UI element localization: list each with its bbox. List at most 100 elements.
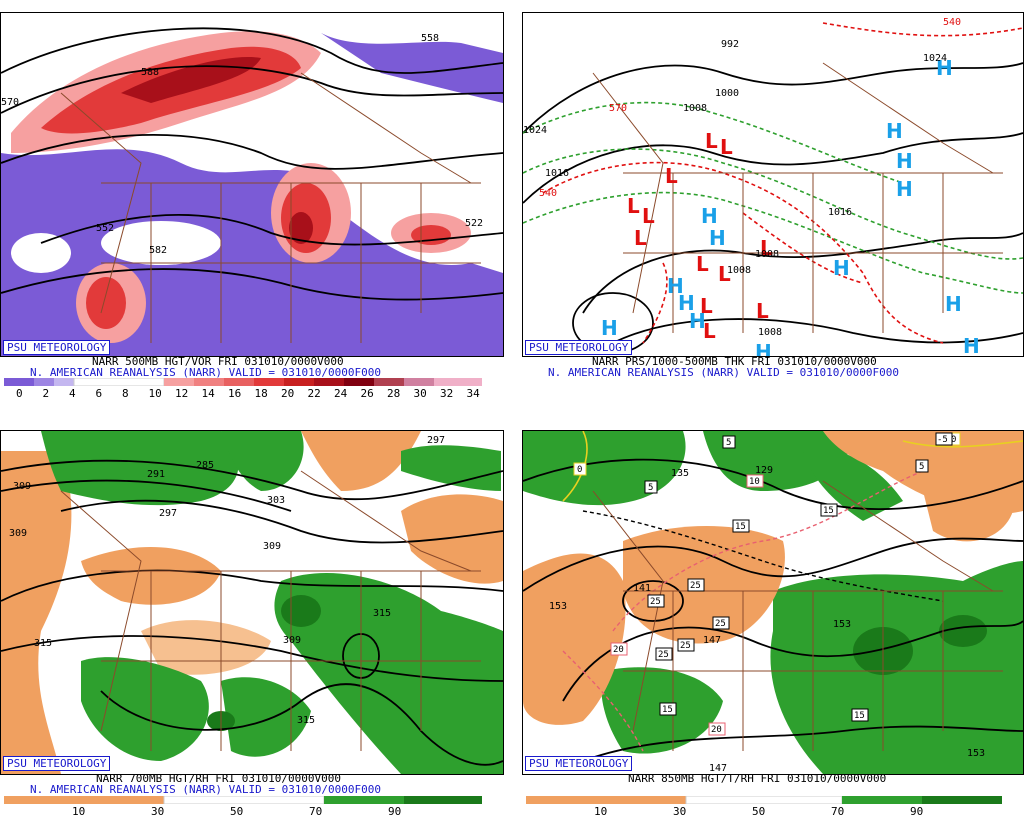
temp-label: 20	[711, 725, 722, 735]
temp-label: 0	[951, 435, 956, 445]
contour-label: 570	[1, 97, 19, 108]
colorbar-tick: 18	[254, 387, 268, 400]
panel-500mb-vorticity: 588 558 570 552 522 582 PSU METEOROLOGY	[0, 12, 504, 357]
contour-label: 297	[427, 435, 445, 446]
temp-label: 15	[854, 711, 865, 721]
colorbar-tick: 16	[228, 387, 242, 400]
colorbar-tick: 50	[752, 805, 766, 818]
temp-label: 15	[735, 522, 746, 532]
contour-label: 297	[159, 508, 177, 519]
contour-label: 570	[609, 103, 627, 114]
contour-label: 1024	[923, 53, 947, 64]
contour-label: 992	[721, 39, 739, 50]
colorbar-tick: 6	[95, 387, 103, 400]
pressure-thickness-map: H H H H H H H H H H H H H H L L L L L L …	[523, 17, 1023, 356]
temp-label: -5	[937, 435, 948, 445]
low-symbol: L	[642, 204, 655, 228]
colorbar-tick: 10	[148, 387, 162, 400]
colorbar-tick: 90	[388, 805, 402, 818]
contour-label: 1016	[828, 207, 852, 218]
contour-label: 558	[421, 33, 439, 44]
rh700-colorbar	[4, 796, 482, 804]
contour-label: 1008	[727, 265, 751, 276]
colorbar-tick: 26	[360, 387, 374, 400]
temp-label: 25	[680, 641, 691, 651]
colorbar-tick: 90	[910, 805, 924, 818]
low-symbol: L	[720, 135, 733, 159]
panel-title-line1: NARR 500MB HGT/VOR FRI 031010/0000V000	[92, 355, 344, 368]
high-symbol: H	[678, 291, 695, 315]
psu-label: PSU METEOROLOGY	[525, 340, 633, 355]
contour-label: 309	[9, 528, 27, 539]
high-symbol: H	[963, 334, 980, 356]
contour-label: 153	[833, 619, 851, 630]
colorbar-tick: 22	[307, 387, 321, 400]
low-symbol: L	[700, 294, 713, 318]
panel-700mb-rh: 297 309 291 285 297 303 309 309 315 315 …	[0, 430, 504, 775]
contour-label: 1016	[545, 168, 569, 179]
contour-label: 552	[96, 223, 114, 234]
colorbar-tick: 32	[440, 387, 454, 400]
contour-label: 309	[283, 635, 301, 646]
contour-label: 153	[967, 748, 985, 759]
panel-title-line2: N. AMERICAN REANALYSIS (NARR) VALID = 03…	[30, 366, 381, 379]
colorbar-tick: 12	[175, 387, 189, 400]
high-symbol: H	[945, 292, 962, 316]
contour-label: 315	[34, 638, 52, 649]
contour-label: 147	[709, 763, 727, 774]
temp-label: 15	[662, 705, 673, 715]
contour-label: 1008	[683, 103, 707, 114]
contour-label: 540	[943, 17, 961, 28]
colorbar-tick: 4	[69, 387, 76, 400]
panel-title-line1: NARR 850MB HGT/T/RH FRI 031010/0000V000	[628, 772, 887, 785]
t850-colorbar	[526, 796, 1002, 804]
colorbar-tick: 0	[16, 387, 23, 400]
low-symbol: L	[627, 194, 640, 218]
temp-label: 25	[715, 619, 726, 629]
colorbar-tick: 30	[151, 805, 165, 818]
colorbar-tick: 14	[201, 387, 215, 400]
low-symbol: L	[760, 236, 773, 260]
low-symbol: L	[665, 164, 678, 188]
colorbar-tick: 10	[72, 805, 86, 818]
high-symbol: H	[601, 316, 618, 340]
temp-label: 15	[823, 506, 834, 516]
vorticity-colorbar	[4, 378, 482, 386]
contour-label: 315	[373, 608, 391, 619]
panel-title-line1: NARR PRS/1000-500MB THK FRI 031010/0000V…	[592, 355, 877, 368]
colorbar-tick: 20	[281, 387, 295, 400]
high-symbol: H	[886, 119, 903, 143]
colorbar-tick: 70	[309, 805, 323, 818]
colorbar-tick: 8	[122, 387, 129, 400]
panel-850mb-temp-rh: 135 129 153 141 147 153 147 153 5 0 5 10…	[522, 430, 1024, 775]
low-symbol: L	[703, 319, 716, 343]
vorticity-map: 588 558 570 552 522 582	[1, 27, 503, 356]
contour-label: 291	[147, 469, 165, 480]
psu-label: PSU METEOROLOGY	[525, 756, 633, 771]
temp-label: 5	[648, 483, 653, 493]
contour-label: 1000	[715, 88, 739, 99]
contour-label: 1008	[758, 327, 782, 338]
t850-map: 135 129 153 141 147 153 147 153 5 0 5 10…	[523, 431, 1023, 774]
contour-label: 285	[196, 460, 214, 471]
panel-title-line1: NARR 700MB HGT/RH FRI 031010/0000V000	[96, 772, 342, 785]
low-symbol: L	[634, 226, 647, 250]
high-symbol: H	[833, 256, 850, 280]
low-symbol: L	[705, 129, 718, 153]
temp-label: 25	[658, 650, 669, 660]
high-symbol: H	[709, 226, 726, 250]
high-symbol: H	[896, 177, 913, 201]
temp-label: 5	[919, 462, 924, 472]
panel-pressure-thickness: H H H H H H H H H H H H H H L L L L L L …	[522, 12, 1024, 357]
low-symbol: L	[756, 299, 769, 323]
low-symbol: L	[696, 252, 709, 276]
contour-label: 129	[755, 465, 773, 476]
colorbar-tick: 24	[334, 387, 348, 400]
temp-label: 0	[577, 465, 582, 475]
rh700-map: 297 309 291 285 297 303 309 309 315 315 …	[1, 431, 503, 774]
contour-label: 582	[149, 245, 167, 256]
contour-label: 540	[539, 188, 557, 199]
temp-label: 10	[749, 477, 760, 487]
high-symbol: H	[701, 204, 718, 228]
contour-label: 1024	[523, 125, 547, 136]
